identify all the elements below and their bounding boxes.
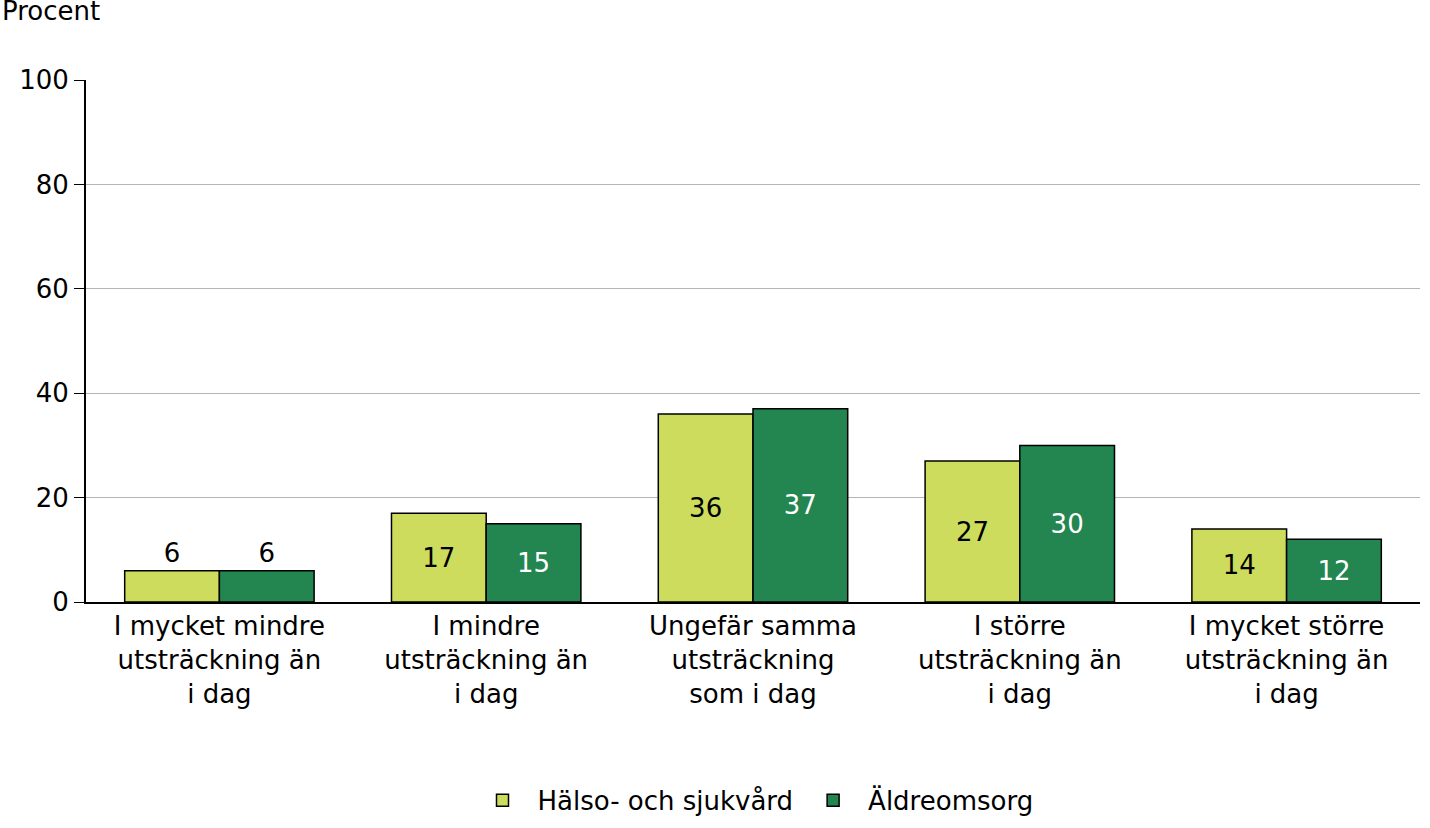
svg-text:17: 17: [422, 543, 455, 573]
svg-text:Äldreomsorg: Äldreomsorg: [868, 785, 1033, 816]
svg-text:15: 15: [517, 548, 550, 578]
svg-text:80: 80: [36, 170, 69, 200]
svg-text:0: 0: [52, 587, 69, 617]
svg-text:100: 100: [19, 65, 69, 95]
svg-text:Ungefär sammautsträckningsom i: Ungefär sammautsträckningsom i dag: [649, 611, 857, 709]
svg-text:12: 12: [1317, 556, 1350, 586]
svg-text:36: 36: [689, 493, 722, 523]
svg-text:14: 14: [1223, 550, 1256, 580]
svg-text:I mycket störreutsträckning än: I mycket störreutsträckning äni dag: [1185, 611, 1389, 709]
svg-text:37: 37: [784, 490, 817, 520]
svg-text:I mycket mindreutsträckning än: I mycket mindreutsträckning äni dag: [114, 611, 325, 709]
svg-text:20: 20: [36, 483, 69, 513]
svg-text:I mindreutsträckning äni dag: I mindreutsträckning äni dag: [384, 611, 588, 709]
svg-text:6: 6: [258, 538, 275, 568]
svg-text:Hälso- och sjukvård: Hälso- och sjukvård: [538, 786, 794, 816]
svg-text:I störreutsträckning äni dag: I störreutsträckning äni dag: [918, 611, 1122, 709]
svg-text:40: 40: [36, 378, 69, 408]
svg-text:Procent: Procent: [2, 0, 100, 26]
svg-text:30: 30: [1051, 509, 1084, 539]
svg-text:60: 60: [36, 274, 69, 304]
svg-text:6: 6: [164, 538, 181, 568]
svg-text:27: 27: [956, 517, 989, 547]
